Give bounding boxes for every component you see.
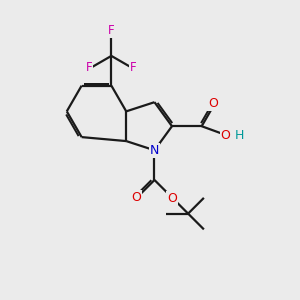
Text: O: O: [167, 192, 177, 205]
Text: O: O: [221, 129, 230, 142]
Text: H: H: [234, 129, 244, 142]
Text: O: O: [208, 98, 218, 110]
Text: N: N: [150, 144, 159, 157]
Text: F: F: [86, 61, 92, 74]
Text: F: F: [108, 24, 115, 37]
Text: O: O: [131, 191, 141, 204]
Text: F: F: [130, 61, 137, 74]
